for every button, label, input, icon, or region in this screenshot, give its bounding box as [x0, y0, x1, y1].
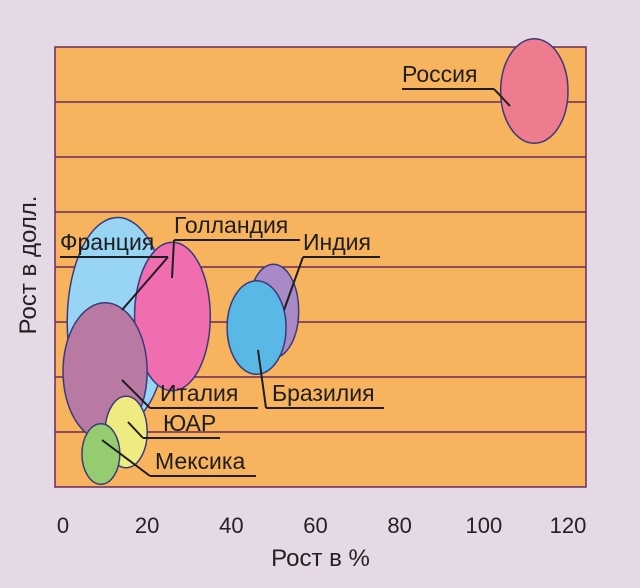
x-tick-label: 80: [387, 513, 411, 538]
leader-line: [101, 439, 151, 477]
bubble-label: Италия: [160, 380, 238, 406]
bubble-labels: Россия Франция Голландия Индия Бразилия Итали…: [60, 61, 477, 474]
bubble-label: Мексика: [155, 448, 245, 474]
x-tick-label: 0: [57, 513, 69, 538]
x-tick-label: 100: [465, 513, 502, 538]
x-tick-label: 120: [550, 513, 587, 538]
bubble-label: ЮАР: [163, 410, 216, 436]
bubble-label: Голландия: [174, 212, 288, 238]
x-tick-label: 40: [219, 513, 243, 538]
leader-line: [283, 256, 304, 311]
leader-lines: [60, 88, 511, 477]
bubble: [499, 38, 569, 144]
bubble-label: Россия: [402, 61, 477, 87]
bubble: [226, 280, 287, 375]
x-axis-label: Рост в %: [271, 545, 370, 572]
leader-line: [121, 256, 169, 311]
leader-line: [121, 379, 151, 409]
bubble: [133, 241, 212, 392]
x-tick-label: 20: [135, 513, 159, 538]
bubble-label: Индия: [303, 229, 371, 255]
leader-line: [257, 349, 267, 409]
leader-line: [127, 421, 144, 439]
x-tick-labels: 0 20 40 60 80 100 120: [57, 513, 586, 538]
bubble: [81, 423, 121, 485]
y-axis-label: Рост в долл.: [15, 196, 42, 335]
leader-line: [171, 239, 175, 279]
leader-line: [493, 88, 511, 107]
bubble-label: Франция: [60, 229, 154, 255]
bubble-label: Бразилия: [272, 380, 375, 406]
x-tick-label: 60: [303, 513, 327, 538]
